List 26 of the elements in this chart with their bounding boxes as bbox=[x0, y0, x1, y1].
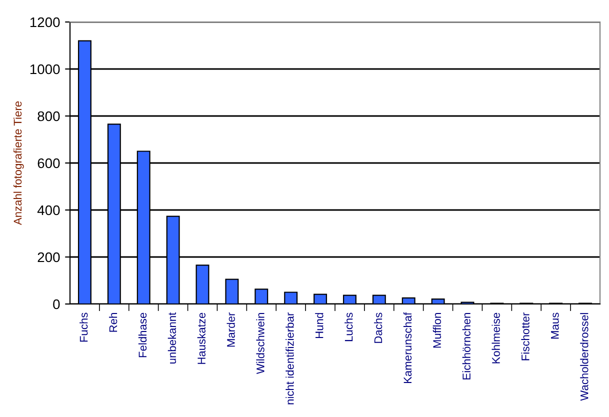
y-tick-label: 400 bbox=[37, 205, 60, 216]
x-tick-label: Fischotter bbox=[521, 312, 530, 360]
x-tick-label: Fuchs bbox=[80, 312, 88, 342]
x-tick-label: Wildschwein bbox=[256, 313, 264, 374]
x-tick-label: Dachs bbox=[374, 312, 382, 343]
x-tick-label: Wacholderdrossel bbox=[580, 313, 588, 401]
x-tick-label: Mufflon bbox=[432, 313, 442, 348]
y-tick-label: 200 bbox=[38, 252, 60, 262]
x-tick-label: Eichhörnchen bbox=[462, 313, 470, 380]
x-tick-label: Reh bbox=[108, 313, 118, 332]
x-tick-label: Maus bbox=[551, 312, 559, 339]
x-tick-label: Hauskatze bbox=[197, 312, 206, 364]
y-tick-label: 1200 bbox=[30, 17, 60, 28]
x-tick-label: Marder bbox=[226, 312, 235, 347]
y-tick-label: 800 bbox=[38, 111, 60, 122]
y-tick-label: 600 bbox=[38, 158, 60, 168]
x-tick-label: Feldhase bbox=[138, 312, 147, 358]
x-tick-label: unbekannt bbox=[168, 312, 176, 364]
x-tick-label: nicht identifizierbar bbox=[286, 312, 294, 404]
x-tick-label: Luchs bbox=[344, 312, 353, 342]
x-tick-label: Hund bbox=[315, 313, 324, 338]
y-axis-title: Anzahl fotografierte Tiere bbox=[13, 101, 24, 226]
x-tick-label: Kohlmeise bbox=[492, 312, 500, 364]
x-tick-label: Kamerunschaf bbox=[403, 312, 412, 384]
y-tick-label: 1000 bbox=[30, 64, 60, 74]
y-tick-label: 0 bbox=[53, 299, 60, 310]
